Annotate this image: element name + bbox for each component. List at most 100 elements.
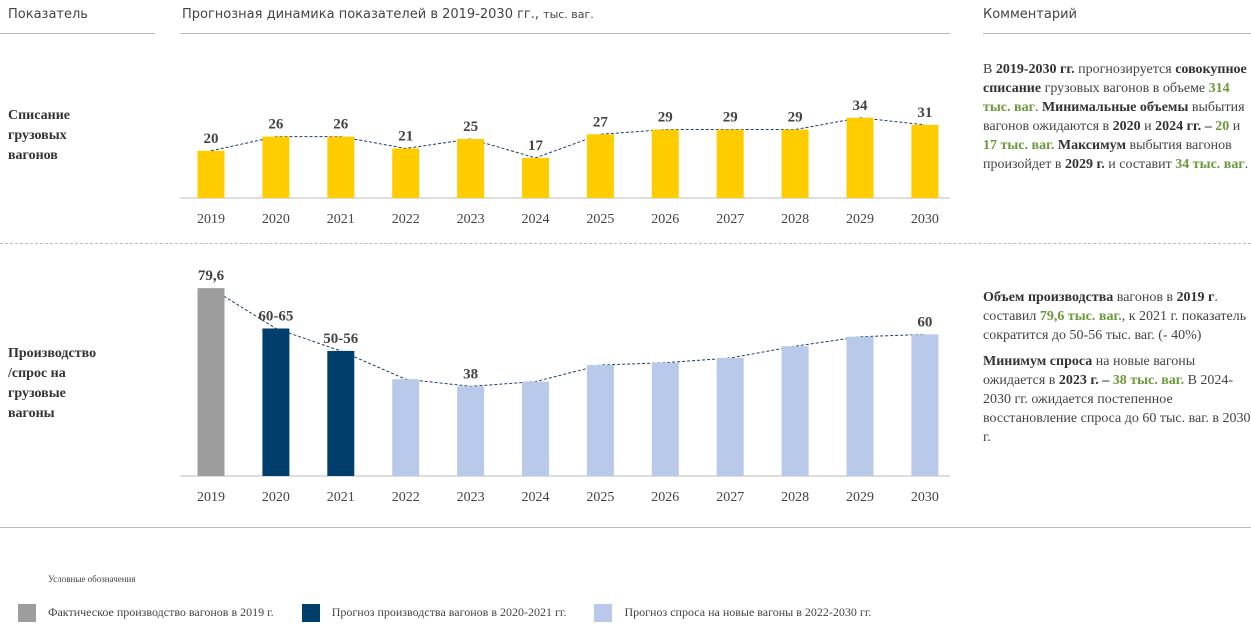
data-label: 50-56	[323, 331, 358, 347]
legend-item: Фактическое производство вагонов в 2019 …	[18, 604, 274, 622]
data-label: 26	[333, 117, 349, 133]
x-tick-label: 2019	[197, 212, 225, 227]
data-label: 21	[398, 128, 413, 144]
legend-label: Прогноз производства вагонов в 2020-2021…	[331, 604, 567, 619]
row-label-line: Производство	[8, 346, 97, 361]
comment-paragraph: В 2019-2030 гг. прогнозируется совокупно…	[983, 60, 1251, 174]
comment-text: 20	[1215, 119, 1230, 134]
bar	[911, 124, 939, 198]
comment-text: и	[1140, 119, 1156, 134]
data-label: 27	[593, 114, 609, 130]
bar	[392, 379, 420, 476]
bar	[586, 134, 614, 198]
bar	[651, 362, 679, 476]
x-tick-label: 2029	[846, 212, 874, 227]
bar	[262, 136, 290, 198]
data-label: 31	[917, 105, 932, 121]
x-tick-label: 2024	[522, 490, 550, 505]
comment-text: 34 тыс. ваг	[1175, 157, 1245, 172]
x-tick-label: 2022	[392, 212, 420, 227]
x-tick-label: 2027	[716, 212, 744, 227]
x-tick-label: 2022	[392, 490, 420, 505]
x-tick-label: 2027	[716, 490, 744, 505]
row-separator	[0, 243, 1251, 244]
legend-label: Фактическое производство вагонов в 2019 …	[48, 604, 274, 619]
legend-title: Условные обозначения	[48, 574, 136, 584]
comment-text: прогнозируется	[1074, 62, 1176, 77]
legend-label: Прогноз спроса на новые вагоны в 2022-20…	[624, 604, 872, 619]
comment-text: на новые вагоны ожидается в	[983, 354, 1196, 388]
comment-text: вагонов в	[1113, 290, 1177, 305]
comment-paragraph: Объем производства вагонов в 2019 г. сос…	[983, 288, 1251, 345]
x-tick-label: 2028	[781, 212, 809, 227]
bar	[586, 365, 614, 476]
row-label: Списание грузовых вагонов	[8, 106, 70, 166]
data-label: 29	[658, 110, 673, 126]
comment-text: .	[1244, 157, 1249, 172]
header-rule	[180, 33, 950, 34]
legend-swatch	[18, 604, 36, 622]
x-tick-label: 2028	[781, 490, 809, 505]
bar	[716, 129, 744, 198]
bar	[197, 288, 225, 476]
bar	[522, 157, 549, 198]
data-label: 29	[723, 110, 738, 126]
bar	[327, 136, 355, 198]
bar	[911, 334, 939, 476]
comment-text: Объем производства	[983, 290, 1114, 305]
data-label: 17	[528, 138, 544, 154]
x-tick-label: 2030	[911, 490, 939, 505]
legend-swatch	[594, 604, 613, 622]
comment-text: 2020	[1112, 119, 1141, 134]
header-unit: тыс. ваг.	[543, 8, 594, 21]
bar	[846, 117, 874, 198]
header-comment: Комментарий	[983, 7, 1077, 22]
legend-item: Прогноз спроса на новые вагоны в 2022-20…	[594, 604, 872, 622]
bar	[651, 129, 679, 198]
comment-text: 2023 г. –	[1058, 373, 1110, 388]
x-tick-label: 2026	[651, 490, 679, 505]
comment-text: грузовых вагонов в объеме	[1041, 81, 1209, 96]
x-tick-label: 2029	[846, 490, 874, 505]
x-tick-label: 2030	[911, 212, 939, 227]
comment-text: 2019 г	[1176, 290, 1215, 305]
x-tick-label: 2021	[327, 490, 355, 505]
x-tick-label: 2025	[586, 490, 614, 505]
x-tick-label: 2020	[262, 490, 290, 505]
bottom-rule	[0, 527, 1251, 528]
comment-text: В 2024-2030 гг. ожидается постепенное во…	[983, 373, 1251, 445]
bar	[262, 328, 290, 476]
row-label-line: грузовых	[8, 128, 67, 143]
comment-text: 38 тыс. ваг.	[1112, 373, 1185, 388]
header-rule	[0, 33, 155, 34]
bar	[846, 336, 874, 476]
legend: Фактическое производство вагонов в 2019 …	[18, 604, 899, 622]
comment-text: 2029 г.	[1065, 157, 1105, 172]
data-label: 25	[463, 119, 478, 135]
comment-text: совокупное списание	[983, 62, 1247, 96]
bar	[781, 346, 809, 476]
comment-text: В	[983, 62, 996, 77]
legend-swatch	[301, 604, 320, 622]
bar	[457, 139, 485, 198]
row-label-line: грузовые	[8, 386, 66, 401]
comment-text: 314 тыс. ваг	[983, 81, 1230, 115]
data-label: 60-65	[258, 309, 293, 325]
comment-text: .	[1034, 100, 1042, 115]
x-tick-label: 2023	[457, 490, 485, 505]
x-tick-label: 2020	[262, 212, 290, 227]
comment-text: Максимум	[1057, 138, 1126, 153]
row-label-line: вагоны	[8, 406, 55, 421]
row-label-line: /спрос на	[8, 366, 66, 381]
comment-text: . составил	[983, 290, 1218, 324]
comment-text: выбытия вагонов произойдет в	[983, 138, 1232, 172]
comment: Объем производства вагонов в 2019 г. сос…	[983, 288, 1251, 454]
data-label: 20	[204, 131, 219, 147]
comment-text: 2019-2030 гг.	[995, 62, 1075, 77]
legend-item: Прогноз производства вагонов в 2020-2021…	[301, 604, 567, 622]
row-label-line: вагонов	[8, 148, 58, 163]
x-tick-label: 2021	[327, 212, 355, 227]
bar	[716, 358, 744, 476]
comment-text: выбытия вагонов ожидаются в	[983, 100, 1245, 134]
